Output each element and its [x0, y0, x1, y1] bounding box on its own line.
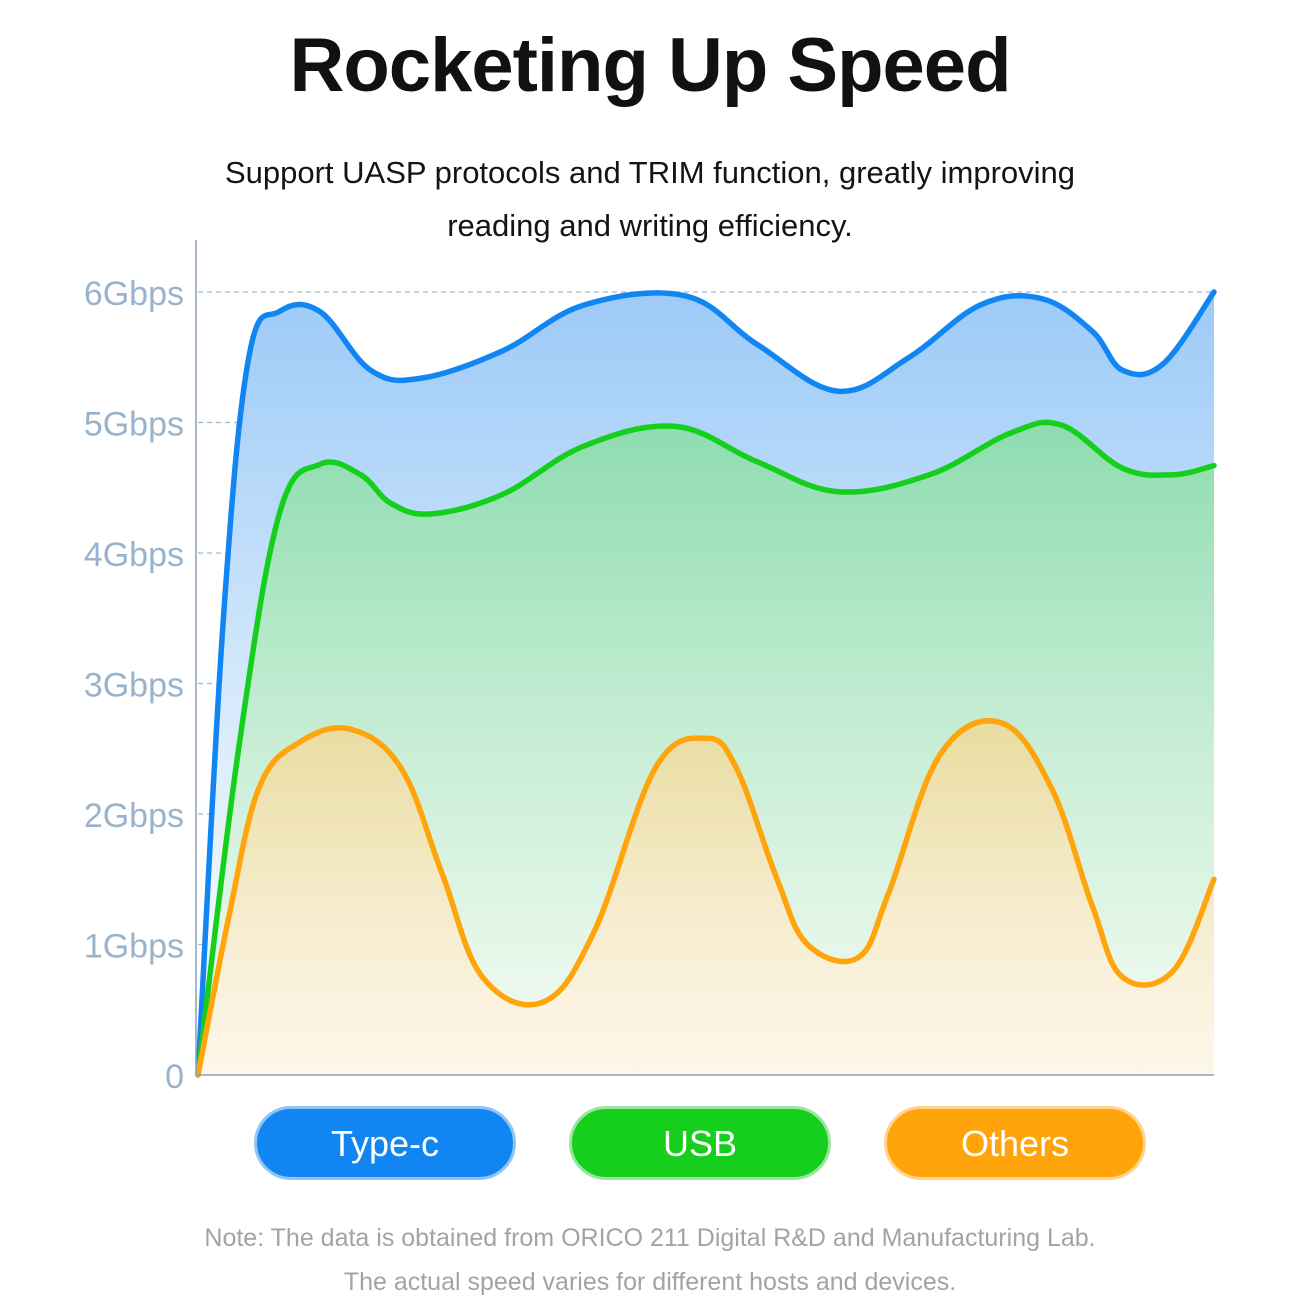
tick-label-layer: 0 1Gbps 2Gbps 3Gbps 4Gbps 5Gbps 6Gbps	[84, 275, 184, 1096]
subtitle-line-1: Support UASP protocols and TRIM function…	[224, 155, 1076, 190]
y-tick-label-0: 0	[165, 1058, 184, 1096]
y-tick-label-6: 6Gbps	[84, 275, 184, 313]
y-tick-label-2: 2Gbps	[84, 797, 184, 835]
legend-usb: USB	[569, 1106, 831, 1180]
legend-others: Others	[884, 1106, 1146, 1180]
axis-layer	[195, 240, 1214, 1076]
footnote: Note: The data is obtained from ORICO 21…	[100, 1216, 1200, 1304]
y-tick-label-5: 5Gbps	[84, 406, 184, 444]
line-layer	[195, 289, 1217, 1078]
footnote-line-1: Note: The data is obtained from ORICO 21…	[204, 1224, 1096, 1252]
line-usb	[195, 419, 1217, 1078]
legend-type-c: Type-c	[254, 1106, 516, 1180]
line-type-c	[195, 289, 1217, 1078]
page-title: Rocketing Up Speed	[289, 23, 1012, 108]
area-layer	[198, 292, 1214, 1075]
area-others	[198, 720, 1214, 1075]
subtitle-line-2: reading and writing efficiency.	[447, 208, 853, 243]
y-tick-label-4: 4Gbps	[84, 536, 184, 574]
y-tick-label-3: 3Gbps	[84, 667, 184, 705]
y-tick-label-1: 1Gbps	[84, 928, 184, 966]
footnote-line-2: The actual speed varies for different ho…	[343, 1268, 957, 1296]
subtitle: Support UASP protocols and TRIM function…	[150, 146, 1150, 252]
line-others	[195, 718, 1217, 1078]
